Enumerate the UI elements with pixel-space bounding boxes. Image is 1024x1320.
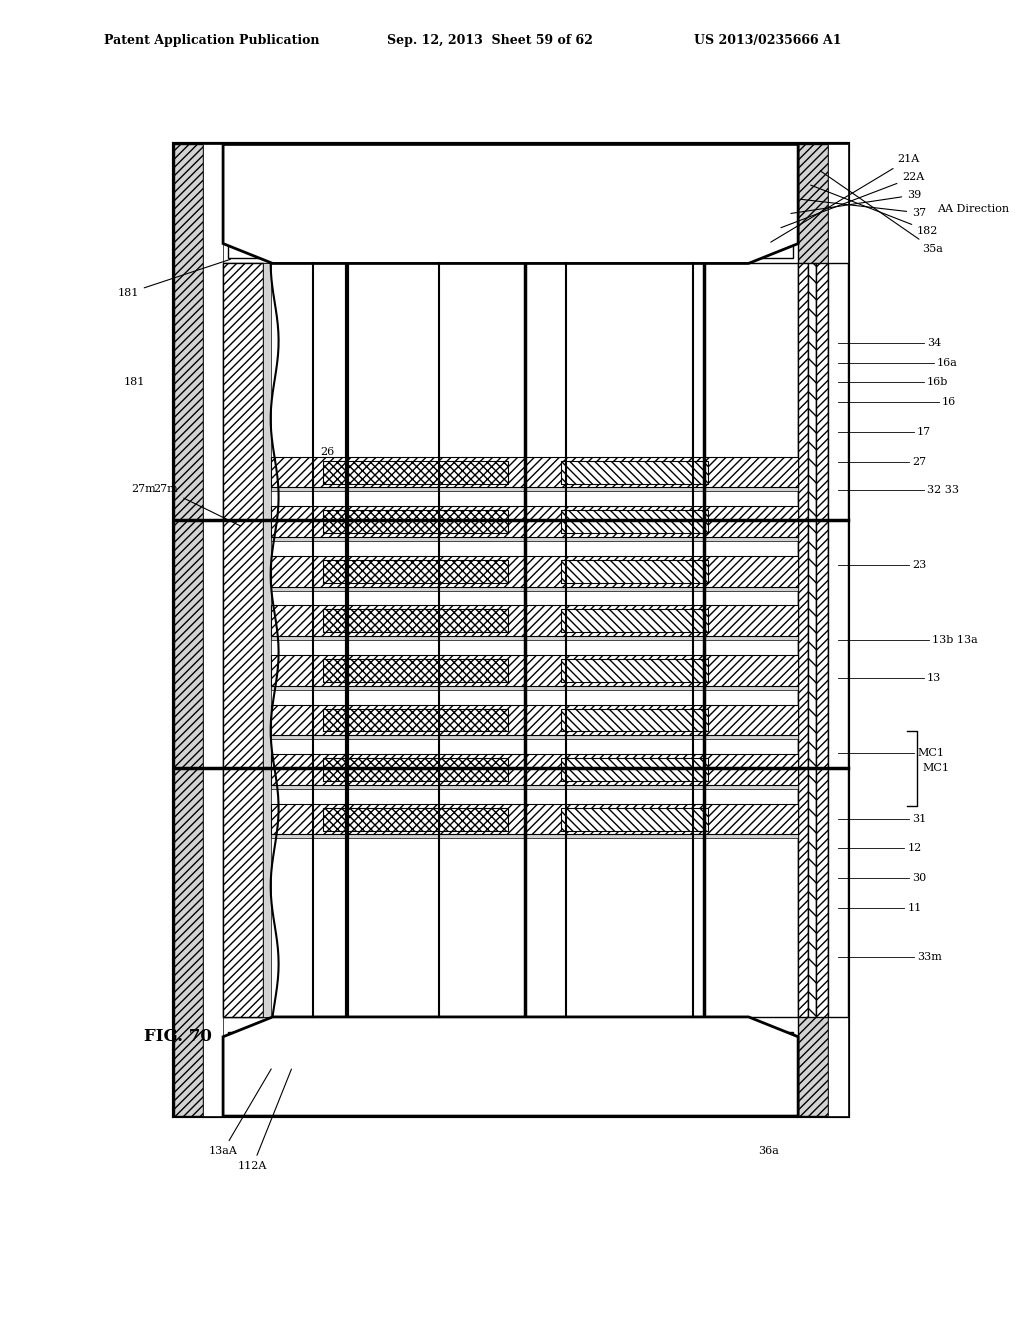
Bar bbox=[324, 709, 508, 731]
Bar bbox=[263, 264, 270, 1016]
Bar bbox=[324, 461, 508, 483]
Text: 39: 39 bbox=[791, 190, 922, 214]
Text: Patent Application Publication: Patent Application Publication bbox=[104, 34, 319, 46]
Text: 27m: 27m bbox=[131, 484, 156, 495]
Bar bbox=[223, 264, 798, 1016]
Bar bbox=[270, 636, 798, 640]
Bar bbox=[561, 560, 709, 582]
Text: 21A: 21A bbox=[771, 154, 920, 242]
Bar bbox=[270, 686, 798, 690]
Bar bbox=[324, 659, 508, 682]
Text: 23: 23 bbox=[912, 560, 927, 570]
Bar bbox=[270, 586, 798, 590]
Bar bbox=[270, 457, 798, 487]
Text: MC1: MC1 bbox=[918, 748, 944, 758]
Text: 36a: 36a bbox=[758, 1146, 779, 1156]
Text: 22A: 22A bbox=[781, 172, 925, 228]
Bar bbox=[228, 149, 794, 164]
Text: 12: 12 bbox=[907, 843, 922, 853]
Text: US 2013/0235666 A1: US 2013/0235666 A1 bbox=[694, 34, 842, 46]
Bar bbox=[270, 785, 798, 789]
Bar bbox=[827, 264, 848, 1016]
Bar bbox=[808, 264, 816, 1016]
Bar bbox=[561, 461, 709, 483]
Bar bbox=[223, 264, 263, 1016]
Text: 27: 27 bbox=[912, 457, 927, 467]
Bar bbox=[561, 610, 709, 632]
Bar bbox=[561, 808, 709, 830]
Text: 16b: 16b bbox=[927, 378, 948, 387]
Text: 16: 16 bbox=[942, 397, 956, 407]
Text: FIG. 70: FIG. 70 bbox=[143, 1028, 212, 1045]
Bar bbox=[228, 239, 794, 259]
Bar bbox=[228, 189, 794, 209]
Bar bbox=[324, 511, 508, 533]
Bar bbox=[228, 1032, 794, 1052]
Text: 13aA: 13aA bbox=[209, 1069, 271, 1156]
Bar bbox=[561, 709, 709, 731]
Bar bbox=[228, 1092, 794, 1111]
Text: 32 33: 32 33 bbox=[927, 484, 959, 495]
Bar bbox=[324, 610, 508, 632]
Bar bbox=[798, 144, 827, 1117]
Text: AA Direction: AA Direction bbox=[937, 203, 1009, 214]
Bar bbox=[798, 264, 808, 1016]
Bar bbox=[228, 1072, 794, 1092]
Bar bbox=[270, 655, 798, 686]
Bar bbox=[270, 556, 798, 586]
Text: 31: 31 bbox=[912, 813, 927, 824]
Bar bbox=[561, 511, 709, 533]
Bar bbox=[173, 144, 203, 1117]
Text: 17: 17 bbox=[918, 426, 931, 437]
Bar bbox=[228, 164, 794, 189]
Bar bbox=[324, 560, 508, 582]
Bar bbox=[228, 224, 794, 239]
Text: 35a: 35a bbox=[820, 170, 943, 253]
Bar bbox=[270, 507, 798, 537]
Text: 11: 11 bbox=[907, 903, 922, 913]
Text: 181: 181 bbox=[118, 259, 230, 298]
Bar bbox=[270, 487, 798, 491]
Text: 16a: 16a bbox=[937, 358, 957, 367]
Bar bbox=[561, 659, 709, 682]
Bar bbox=[270, 705, 798, 735]
Bar bbox=[270, 537, 798, 541]
Bar bbox=[561, 758, 709, 781]
Bar bbox=[203, 144, 223, 1117]
Polygon shape bbox=[223, 144, 798, 264]
Text: MC1: MC1 bbox=[922, 763, 949, 774]
Bar bbox=[324, 808, 508, 830]
Bar bbox=[228, 209, 794, 224]
Bar bbox=[270, 804, 798, 834]
Text: 37: 37 bbox=[801, 199, 927, 218]
Text: 181: 181 bbox=[123, 378, 144, 387]
Text: Sep. 12, 2013  Sheet 59 of 62: Sep. 12, 2013 Sheet 59 of 62 bbox=[387, 34, 593, 46]
Text: 182: 182 bbox=[811, 185, 938, 236]
Bar bbox=[270, 834, 798, 838]
Bar bbox=[816, 264, 827, 1016]
Bar bbox=[270, 735, 798, 739]
Text: 30: 30 bbox=[912, 873, 927, 883]
Bar bbox=[270, 606, 798, 636]
Text: 33m: 33m bbox=[918, 953, 942, 962]
Bar bbox=[827, 144, 848, 1117]
Bar bbox=[324, 758, 508, 781]
Text: 112A: 112A bbox=[239, 1069, 292, 1171]
Bar bbox=[228, 1052, 794, 1072]
Text: 26: 26 bbox=[321, 446, 335, 457]
Text: 34: 34 bbox=[927, 338, 941, 347]
Text: 13: 13 bbox=[927, 673, 941, 682]
Text: 27m: 27m bbox=[154, 484, 241, 525]
Bar bbox=[270, 754, 798, 785]
Bar bbox=[173, 144, 848, 1117]
Polygon shape bbox=[223, 1016, 798, 1117]
Text: 13b 13a: 13b 13a bbox=[932, 635, 978, 645]
